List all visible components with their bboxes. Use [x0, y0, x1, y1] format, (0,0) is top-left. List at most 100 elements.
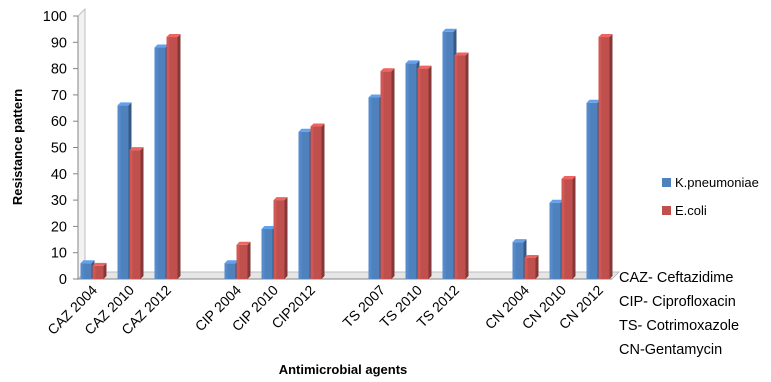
bar-highlight — [549, 202, 553, 279]
bar-k-pneumoniae-ts-2010 — [405, 60, 420, 280]
bar-front — [310, 126, 322, 280]
bar-highlight — [154, 47, 158, 280]
abbreviation-notes: CAZ- Ceftazidime CIP- Ciprofloxacin TS- … — [619, 266, 739, 362]
bar-highlight — [117, 105, 121, 279]
bar-highlight — [561, 179, 565, 279]
bar-highlight — [298, 131, 302, 279]
legend-label-e-coli: E.coli — [675, 202, 707, 218]
y-tick-label-90: 90 — [51, 35, 67, 51]
legend: K.pneumoniae E.coli — [662, 168, 759, 224]
y-tick-label-0: 0 — [59, 272, 67, 288]
note-cip: CIP- Ciprofloxacin — [619, 294, 736, 310]
bar-highlight — [417, 68, 421, 279]
bar-side — [465, 52, 469, 280]
bar-top — [405, 60, 420, 64]
y-axis-title: Resistance pattern — [10, 89, 25, 205]
bar-front — [524, 257, 536, 279]
bar-k-pneumoniae-ts-2012 — [442, 28, 457, 280]
bar-highlight — [224, 263, 228, 279]
chart-bars — [80, 28, 613, 280]
bar-highlight — [236, 244, 240, 279]
bar-top — [586, 99, 601, 103]
bar-top — [561, 176, 576, 180]
legend-item-e-coli: E.coli — [662, 196, 759, 224]
bar-top — [524, 254, 539, 258]
legend-label-k-pneumoniae: K.pneumoniae — [675, 174, 759, 190]
bar-k-pneumoniae-cn-2012 — [586, 99, 601, 279]
bar-top — [80, 260, 95, 264]
bar-top — [598, 34, 613, 38]
bar-front — [405, 63, 417, 280]
note-cn: CN-Gentamycin — [619, 342, 723, 358]
bar-front — [298, 131, 310, 279]
bar-front — [598, 37, 610, 279]
bar-highlight — [586, 102, 590, 279]
bar-top — [549, 199, 564, 203]
y-tick-label-60: 60 — [51, 114, 67, 130]
bar-front — [380, 71, 392, 279]
bar-k-pneumoniae-ts-2007 — [368, 94, 383, 279]
y-tick-label-10: 10 — [51, 246, 67, 262]
y-tick-label-40: 40 — [51, 167, 67, 183]
bar-top — [236, 241, 251, 245]
y-tick-label-100: 100 — [43, 9, 67, 25]
bar-top — [368, 94, 383, 98]
bar-front — [154, 47, 166, 280]
bar-top — [92, 262, 107, 266]
bar-highlight — [405, 63, 409, 280]
bar-highlight — [368, 97, 372, 279]
bar-top — [417, 65, 432, 69]
bar-top — [380, 68, 395, 72]
bar-side — [572, 176, 576, 279]
bar-e-coli-cn-2012 — [598, 34, 613, 279]
bar-top — [442, 28, 457, 32]
bar-e-coli-caz-2004 — [92, 262, 107, 279]
bar-side — [321, 123, 325, 280]
bar-k-pneumoniae-cn-2004 — [512, 239, 527, 279]
bar-side — [609, 34, 613, 279]
bar-e-coli-ts-2012 — [454, 52, 469, 280]
bar-e-coli-cn-2004 — [524, 254, 539, 279]
bar-front — [80, 263, 92, 279]
bar-highlight — [129, 150, 133, 279]
legend-item-k-pneumoniae: K.pneumoniae — [662, 168, 759, 196]
x-axis-title: Antimicrobial agents — [279, 362, 408, 377]
bar-front — [117, 105, 129, 279]
bar-side — [177, 34, 181, 279]
bar-side — [247, 241, 251, 279]
bar-side — [103, 262, 107, 279]
bar-k-pneumoniae-cip2012 — [298, 128, 313, 279]
bar-e-coli-caz-2010 — [129, 147, 144, 279]
bar-e-coli-cip2012 — [310, 123, 325, 280]
bar-side — [391, 68, 395, 279]
bar-e-coli-cn-2010 — [561, 176, 576, 279]
note-ts: TS- Cotrimoxazole — [619, 318, 740, 334]
bar-highlight — [166, 37, 170, 279]
bar-e-coli-cip-2004 — [236, 241, 251, 279]
bar-top — [454, 52, 469, 56]
bar-front — [368, 97, 380, 279]
bar-side — [535, 254, 539, 279]
bar-e-coli-ts-2007 — [380, 68, 395, 279]
bar-front — [261, 229, 273, 279]
bar-e-coli-caz-2012 — [166, 34, 181, 279]
note-caz: CAZ- Ceftazidime — [619, 270, 734, 286]
bar-front — [92, 265, 104, 279]
bar-k-pneumoniae-caz-2012 — [154, 44, 169, 280]
bar-top — [117, 102, 132, 106]
y-tick-label-80: 80 — [51, 62, 67, 78]
y-tick-label-30: 30 — [51, 193, 67, 209]
side-wall — [77, 7, 86, 281]
bar-top — [298, 128, 313, 132]
bar-top — [512, 239, 527, 243]
bar-highlight — [92, 265, 96, 279]
bar-e-coli-cip-2010 — [273, 197, 288, 279]
y-tick-label-20: 20 — [51, 219, 67, 235]
bar-k-pneumoniae-cip-2010 — [261, 226, 276, 279]
bar-k-pneumoniae-caz-2004 — [80, 260, 95, 279]
bar-front — [586, 102, 598, 279]
bar-side — [284, 197, 288, 279]
bar-top — [261, 226, 276, 230]
bar-highlight — [80, 263, 84, 279]
